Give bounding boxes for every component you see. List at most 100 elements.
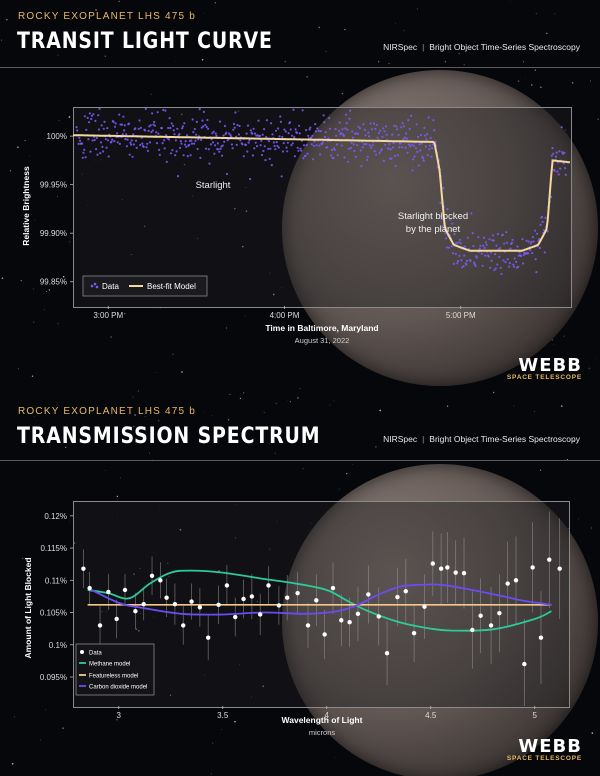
data-point	[318, 144, 321, 147]
star	[40, 739, 42, 741]
data-point	[209, 143, 212, 146]
star	[245, 186, 247, 188]
star	[18, 368, 19, 370]
data-point	[426, 133, 429, 136]
data-point	[201, 119, 204, 122]
data-point	[478, 247, 481, 250]
data-point	[267, 140, 271, 143]
data-point	[441, 225, 444, 228]
data-point	[410, 114, 413, 117]
data-point	[263, 145, 266, 148]
data-point	[171, 149, 174, 152]
star	[34, 416, 35, 417]
star	[388, 63, 390, 65]
data-point	[267, 147, 270, 150]
data-point	[353, 149, 356, 153]
data-point	[176, 127, 179, 130]
data-point	[112, 120, 115, 124]
data-point	[330, 148, 334, 151]
data-point	[444, 232, 447, 235]
data-point	[183, 143, 187, 146]
data-point	[120, 123, 124, 126]
data-point	[494, 267, 497, 270]
star	[201, 59, 204, 61]
star	[31, 375, 34, 377]
star	[287, 400, 289, 401]
data-point	[256, 145, 259, 148]
data-point	[277, 127, 280, 130]
data-point	[78, 136, 81, 139]
star	[159, 508, 161, 510]
data-point	[268, 157, 271, 160]
data-point	[90, 114, 93, 117]
star	[588, 367, 591, 370]
data-point	[246, 124, 250, 127]
star	[243, 392, 245, 394]
star	[308, 529, 310, 531]
data-point	[118, 113, 121, 116]
star	[167, 562, 169, 565]
data-point	[512, 263, 515, 266]
data-point	[178, 133, 181, 136]
data-point	[199, 156, 202, 159]
data-point	[221, 154, 224, 157]
star	[578, 518, 580, 520]
data-point	[323, 121, 326, 124]
data-point	[530, 240, 533, 243]
planet-illustration	[282, 70, 598, 386]
data-point	[513, 578, 519, 583]
data-point	[78, 139, 82, 142]
y-tick-label: 0.095%	[40, 673, 67, 682]
data-point	[222, 134, 225, 137]
data-point	[180, 142, 183, 145]
data-point	[393, 124, 396, 127]
data-point	[132, 133, 135, 136]
data-point	[217, 148, 220, 151]
data-point	[360, 165, 363, 168]
data-point	[527, 240, 530, 243]
data-point	[334, 127, 337, 131]
data-point	[298, 132, 301, 135]
data-point	[453, 570, 458, 575]
data-point	[239, 139, 242, 142]
data-point	[221, 144, 224, 147]
legend-co2-label: Carbon dioxide model	[89, 685, 147, 691]
data-point	[288, 121, 292, 124]
data-point	[489, 266, 492, 269]
data-point	[475, 256, 478, 259]
star	[458, 52, 460, 55]
legend: Data Methane model Featureless model Car…	[75, 643, 155, 696]
data-point	[148, 141, 152, 144]
data-point	[145, 146, 148, 149]
data-point	[284, 130, 287, 133]
kicker-text: ROCKY EXOPLANET LHS 475 b	[18, 11, 197, 22]
star	[68, 116, 71, 118]
star	[416, 8, 418, 10]
data-point	[92, 113, 95, 116]
data-point	[411, 169, 414, 172]
data-point	[368, 144, 371, 147]
data-point	[446, 208, 449, 211]
star	[143, 225, 146, 228]
data-point	[427, 116, 430, 119]
webb-logo: WEBB SPACE TELESCOPE	[507, 736, 582, 762]
star	[62, 727, 64, 729]
star	[197, 161, 199, 163]
data-point	[219, 147, 222, 150]
star	[9, 170, 12, 172]
star	[352, 463, 354, 465]
data-point	[241, 143, 244, 146]
data-point	[130, 143, 133, 146]
data-point	[336, 154, 339, 157]
data-point	[207, 148, 210, 151]
webb-logo-sub: SPACE TELESCOPE	[506, 374, 582, 381]
separator: |	[422, 434, 425, 444]
data-point	[412, 158, 415, 161]
data-point	[513, 257, 516, 260]
data-point	[461, 571, 467, 576]
data-point	[452, 262, 455, 265]
data-point	[456, 262, 459, 265]
data-point	[405, 132, 408, 135]
data-point	[312, 144, 315, 147]
data-point	[169, 152, 173, 155]
